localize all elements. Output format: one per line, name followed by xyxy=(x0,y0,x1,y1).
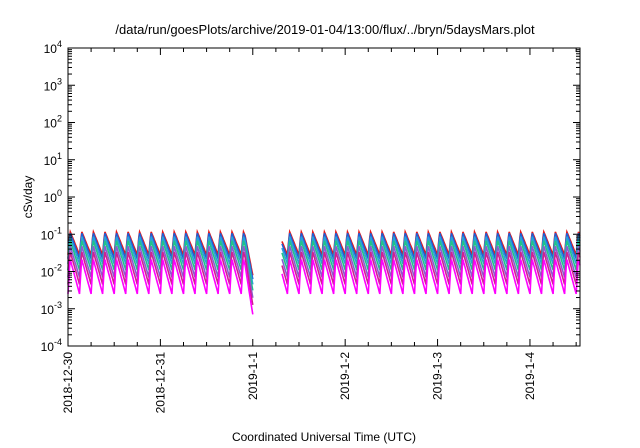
x-tick-label: 2019-1-4 xyxy=(523,352,537,400)
y-axis: 10-4 10-3 10-2 10-1 100 101 102 103 104 xyxy=(41,39,580,354)
plot-frame xyxy=(67,47,581,347)
x-tick-label: 2018-12-31 xyxy=(153,352,167,414)
y-tick-label: 101 xyxy=(44,151,62,168)
y-tick-label: 10-3 xyxy=(41,300,62,317)
chart-title: /data/run/goesPlots/archive/2019-01-04/1… xyxy=(115,22,535,37)
x-tick-label: 2019-1-1 xyxy=(246,352,260,400)
y-tick-label: 102 xyxy=(44,114,62,131)
y-tick-label: 10-2 xyxy=(41,263,62,280)
x-tick-label: 2019-1-2 xyxy=(338,352,352,400)
y-tick-label: 100 xyxy=(44,188,62,205)
y-tick-label: 10-4 xyxy=(41,337,62,354)
series-line-6 xyxy=(281,259,581,295)
series-line-6 xyxy=(67,259,254,315)
y-tick-label: 10-1 xyxy=(41,225,62,242)
x-axis-label: Coordinated Universal Time (UTC) xyxy=(232,430,416,444)
y-axis-label: cSv/day xyxy=(21,176,35,219)
y-tick-label: 103 xyxy=(44,76,62,93)
x-tick-label: 2018-12-30 xyxy=(61,352,75,414)
y-tick-label: 104 xyxy=(44,39,62,56)
x-axis: 2018-12-30 2018-12-31 2019-1-1 2019-1-2 2019… xyxy=(61,48,577,414)
x-tick-label: 2019-1-3 xyxy=(431,352,445,400)
plot-area xyxy=(67,228,581,315)
